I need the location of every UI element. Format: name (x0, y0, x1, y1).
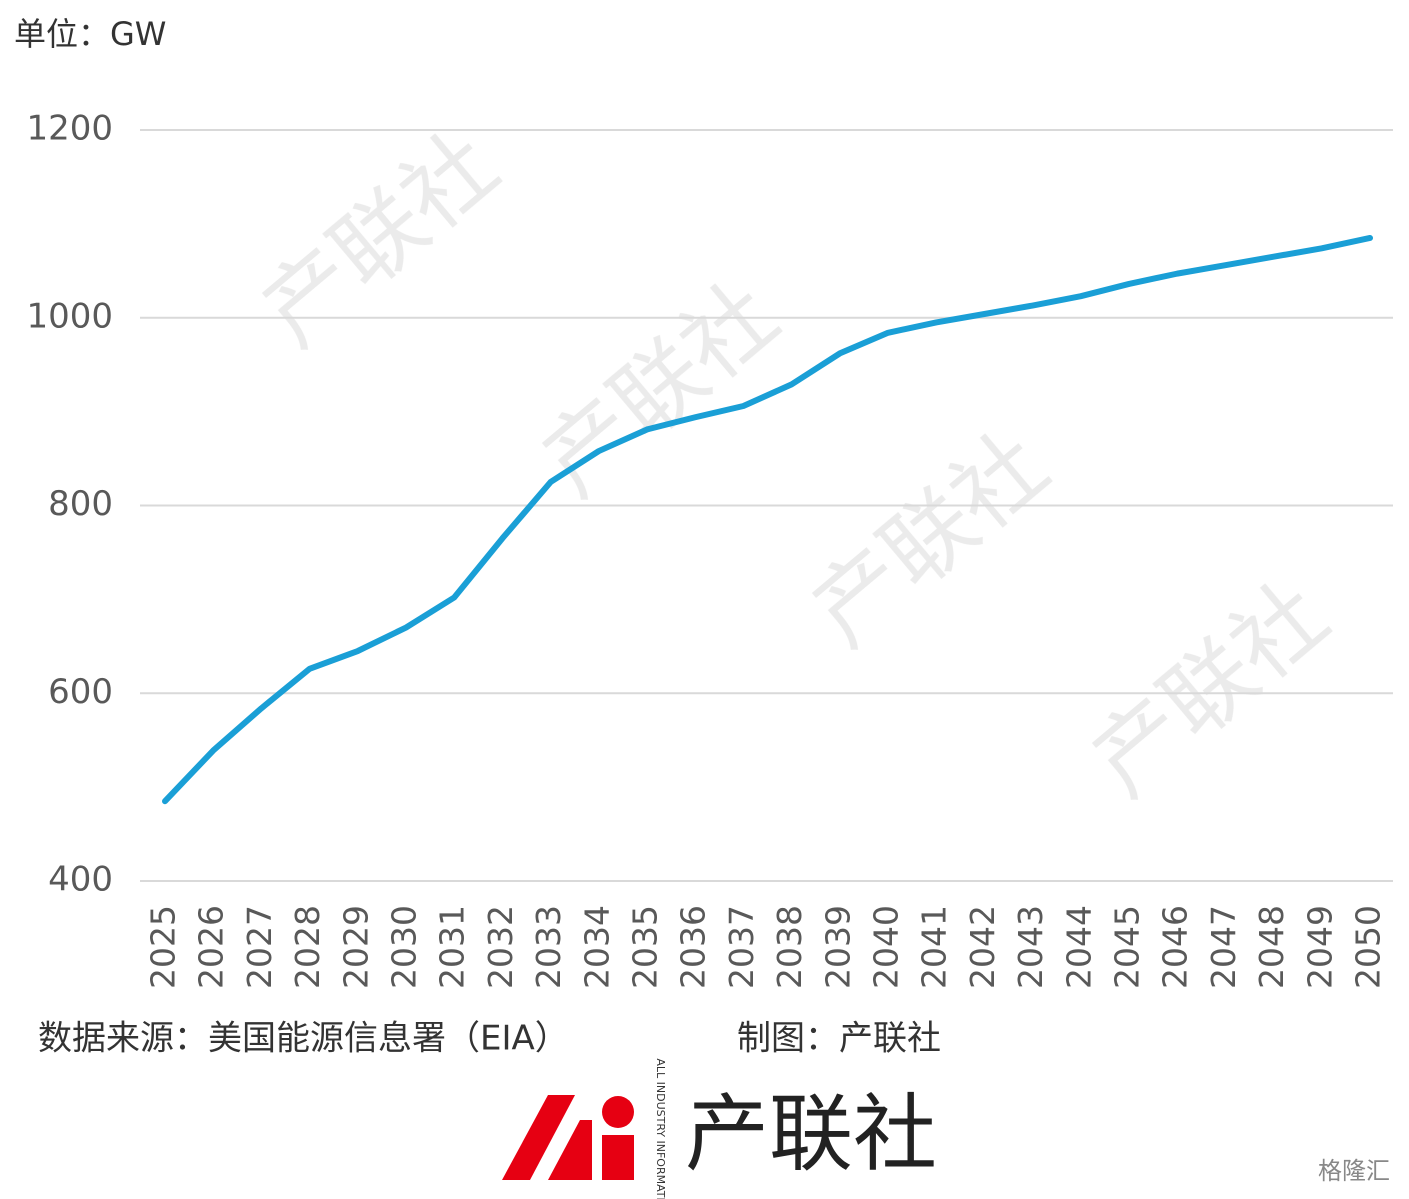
x-tick-label: 2050 (1349, 905, 1388, 989)
x-tick-label: 2045 (1108, 905, 1147, 989)
source: 数据来源：美国能源信息署（EIA） (38, 1019, 569, 1059)
x-tick-label: 2042 (963, 905, 1002, 989)
unit-label: 单位：GW (14, 15, 166, 53)
corner-mark: 格隆汇 (1318, 1157, 1390, 1185)
line (162, 234, 1373, 805)
x-tick-label: 2046 (1156, 905, 1195, 989)
logo-shape (548, 1120, 592, 1180)
x-tick-label: 2032 (481, 905, 520, 989)
x-tick-label: 2030 (385, 905, 424, 989)
x-tick-label: 2036 (674, 905, 713, 989)
x-tick-label: 2037 (722, 905, 761, 989)
x-tick-label: 2033 (529, 905, 568, 989)
x-tick-label: 2040 (867, 905, 906, 989)
y-tick-label: 1000 (26, 296, 113, 336)
y-tick-label: 600 (48, 672, 113, 712)
x-tick-label: 2028 (288, 905, 327, 989)
logo (502, 1095, 634, 1180)
x-tick-label: 2048 (1252, 905, 1291, 989)
logo-shape (602, 1096, 634, 1128)
x-tick-label: 2049 (1300, 905, 1339, 989)
logo-tagline: ALL INDUSTRY INFORMATION (654, 1058, 667, 1199)
x-tick-label: 2047 (1204, 905, 1243, 989)
watermark: 产联社 (1073, 562, 1347, 816)
watermark: 产联社 (243, 112, 517, 366)
x-tick-label: 2043 (1011, 905, 1050, 989)
y-tick-label: 1200 (26, 109, 113, 149)
x-tick-label: 2031 (433, 905, 472, 989)
x-tick-label: 2038 (770, 905, 809, 989)
logo-name: 产联社 (685, 1085, 937, 1183)
x-tick-label: 2026 (192, 905, 231, 989)
watermark: 产联社 (523, 262, 797, 516)
x-tick-label: 2041 (915, 905, 954, 989)
x-tick-label: 2034 (577, 905, 616, 989)
x-tick-label: 2035 (626, 905, 665, 989)
x-tick-label: 2027 (240, 905, 279, 989)
credit: 制图：产联社 (737, 1019, 941, 1059)
y-tick-label: 800 (48, 484, 113, 524)
watermark: 产联社 (793, 412, 1067, 666)
x-tick-label: 2044 (1059, 905, 1098, 989)
logo-shape (502, 1095, 575, 1180)
y-tick-label: 400 (48, 860, 113, 900)
logo-shape (602, 1135, 634, 1180)
x-tick-label: 2029 (336, 905, 375, 989)
x-tick-label: 2039 (818, 905, 857, 989)
x-tick-label: 2025 (144, 905, 183, 989)
